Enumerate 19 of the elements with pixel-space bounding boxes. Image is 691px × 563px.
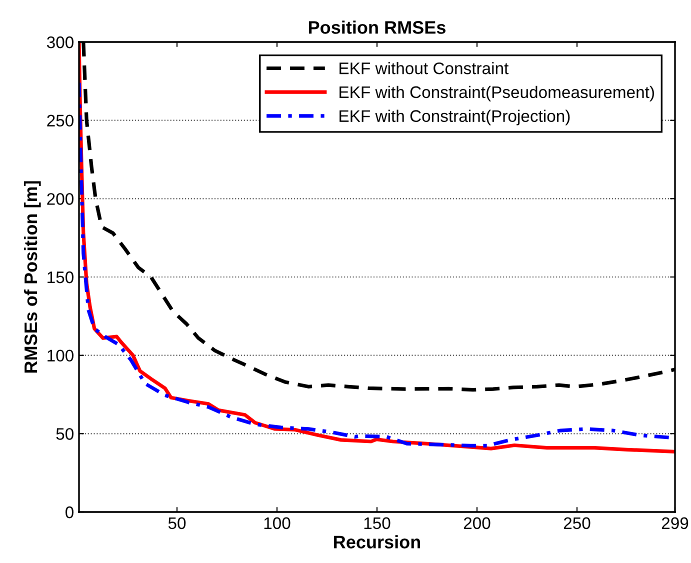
y-tick-label: 150	[48, 271, 74, 284]
y-tick-label: 200	[47, 193, 74, 205]
y-tick-label: 0	[66, 506, 74, 518]
y-tick-label: 300	[46, 36, 74, 48]
x-tick-label: 100	[264, 517, 290, 530]
legend-label: EKF with Constraint(Projection)	[340, 110, 570, 126]
x-axis-title: Recursion	[334, 535, 420, 548]
y-axis-title: RMSEs of Position [m]	[24, 181, 41, 373]
y-tick-label: 250	[47, 114, 74, 127]
x-tick-label: 250	[564, 517, 590, 530]
y-tick-label: 50	[56, 428, 74, 440]
chart-title: Position RMSEs	[308, 20, 446, 34]
x-tick-label: 50	[168, 517, 186, 530]
legend-label: EKF without Constraint	[340, 62, 509, 74]
y-tick-label: 100	[48, 350, 74, 362]
x-tick-label: 200	[464, 517, 490, 530]
x-tick-label: 299	[662, 517, 688, 530]
legend-label: EKF with Constraint(Pseudomeasurement)	[340, 86, 654, 102]
x-tick-label: 150	[364, 517, 390, 530]
